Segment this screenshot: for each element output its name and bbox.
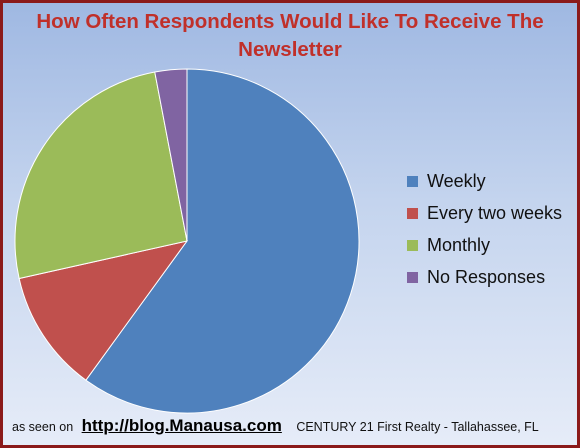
footer-company: CENTURY 21 First Realty - Tallahassee, F… — [296, 420, 539, 434]
legend-item-no-responses: No Responses — [407, 261, 562, 293]
pie-slice-monthly — [14, 71, 188, 280]
legend-item-weekly: Weekly — [407, 165, 562, 197]
pie-slice-every-two-weeks — [18, 240, 189, 381]
footer: as seen on http://blog.Manausa.com CENTU… — [12, 416, 539, 436]
footer-prefix: as seen on — [12, 420, 74, 434]
legend-label: Monthly — [427, 234, 491, 255]
legend-swatch — [407, 207, 418, 219]
pie-slice-weekly — [85, 68, 360, 414]
legend-swatch — [407, 175, 418, 187]
legend-item-monthly: Monthly — [407, 229, 562, 261]
pie-slice-no-responses — [154, 68, 188, 242]
footer-link[interactable]: http://blog.Manausa.com — [81, 416, 282, 435]
legend-label: Weekly — [427, 170, 486, 191]
legend-item-every-two-weeks: Every two weeks — [407, 197, 562, 229]
legend-label: Every two weeks — [427, 202, 563, 223]
legend-swatch — [407, 271, 418, 283]
pie-chart — [14, 68, 360, 414]
legend: Weekly Every two weeks Monthly No Responses — [407, 165, 562, 293]
chart-title: How Often Respondents Would Like To Rece… — [36, 10, 544, 61]
legend-label: No Responses — [427, 266, 546, 287]
legend-swatch — [407, 239, 418, 251]
